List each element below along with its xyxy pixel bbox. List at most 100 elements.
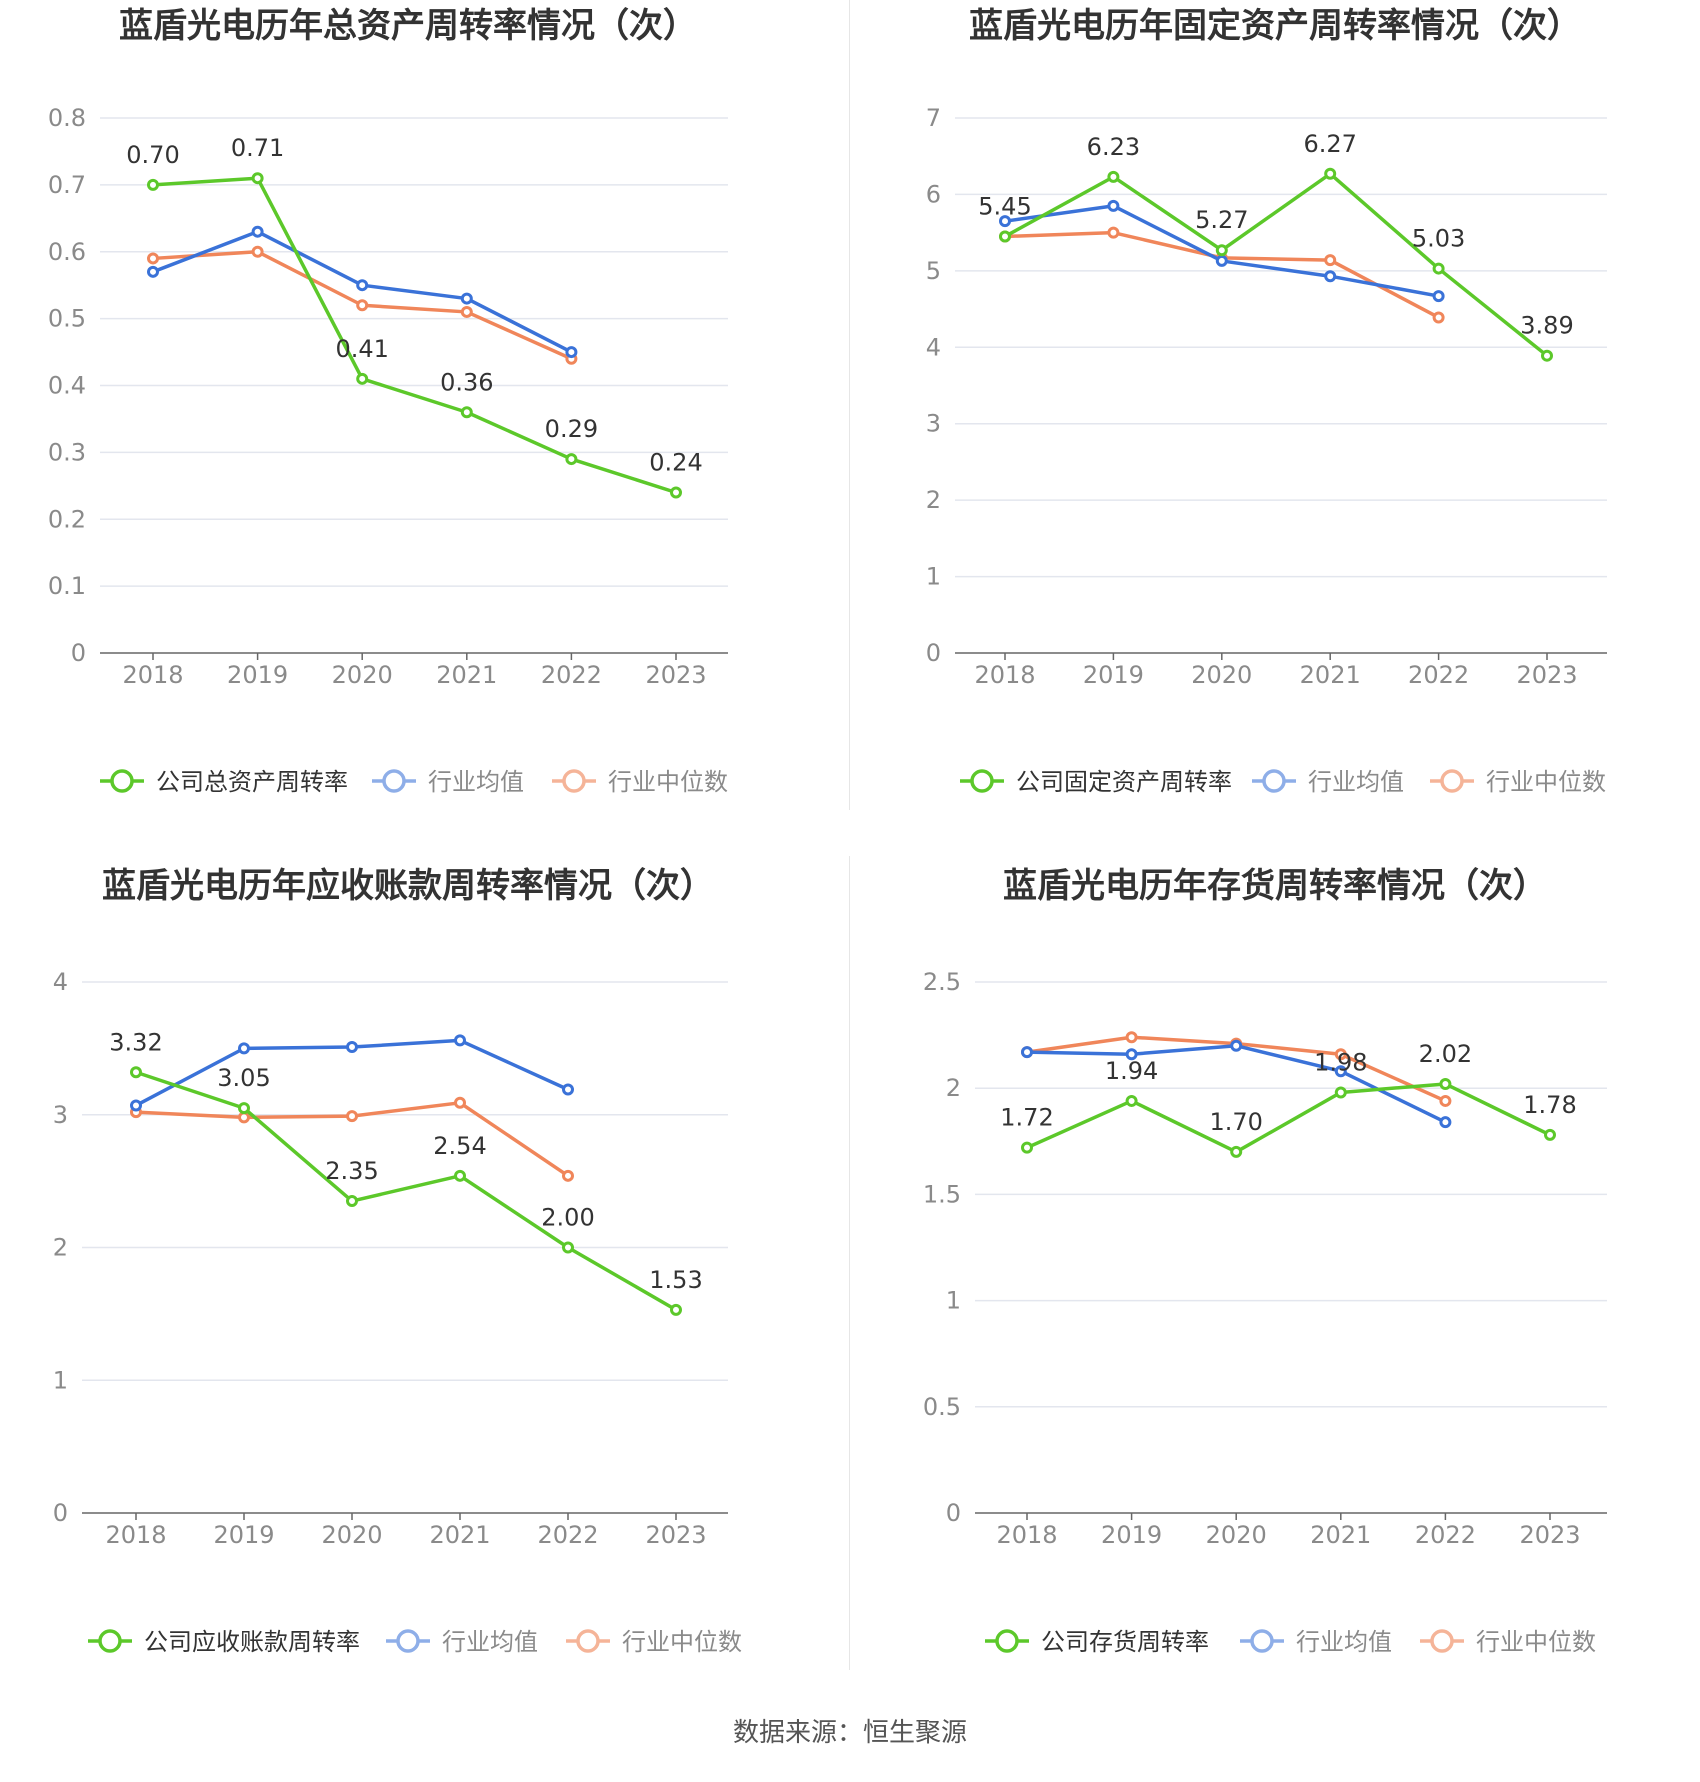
data-label: 1.70 xyxy=(1209,1108,1262,1136)
data-point xyxy=(1439,1094,1452,1107)
data-point xyxy=(130,1099,142,1112)
data-label: 5.03 xyxy=(1412,225,1465,253)
x-tick-label: 2022 xyxy=(537,1521,598,1549)
divider-top xyxy=(849,0,850,810)
chart-panel-receivables-turnover: 蓝盾光电历年应收账款周转率情况（次） 0 1 2 3 4 2018 2019 2020 2021 2… xyxy=(0,860,850,1720)
legend-label: 行业均值 xyxy=(428,768,524,796)
x-tick-label: 2019 xyxy=(1101,1521,1162,1549)
legend-marker xyxy=(970,769,994,793)
y-tick-label: 0.8 xyxy=(48,104,86,132)
data-point xyxy=(1107,199,1120,212)
legend-marker xyxy=(562,769,586,793)
data-label: 0.41 xyxy=(335,335,388,363)
chart-svg: 蓝盾光电历年应收账款周转率情况（次） 0 1 2 3 4 2018 2019 2020 2021 2… xyxy=(53,866,742,1656)
legend-label: 行业均值 xyxy=(1308,768,1404,796)
x-tick-label: 2021 xyxy=(1300,661,1361,689)
data-point xyxy=(1324,167,1337,180)
legend-label: 行业均值 xyxy=(1296,1628,1392,1656)
data-point xyxy=(1324,270,1337,283)
chart-panel-inventory-turnover: 蓝盾光电历年存货周转率情况（次） 0 0.5 1 1.5 2 2.5 2018 2019 2020… xyxy=(850,860,1700,1720)
legend-label: 行业中位数 xyxy=(622,1628,742,1656)
data-label: 2.54 xyxy=(433,1132,486,1160)
data-point xyxy=(346,1195,358,1208)
chart-title: 蓝盾光电历年固定资产周转率情况（次） xyxy=(969,6,1581,46)
data-point xyxy=(356,299,369,312)
x-tick-label: 2021 xyxy=(436,661,497,689)
legend-label: 行业均值 xyxy=(442,1628,538,1656)
data-point xyxy=(1230,1145,1243,1158)
legend-marker xyxy=(1250,1629,1274,1653)
legend-marker xyxy=(110,769,134,793)
data-point xyxy=(1432,290,1445,303)
data-point xyxy=(565,346,578,359)
data-label: 0.29 xyxy=(545,415,598,443)
data-point xyxy=(1439,1116,1452,1129)
data-label: 1.98 xyxy=(1314,1048,1367,1076)
data-point xyxy=(999,230,1011,243)
data-point xyxy=(460,406,473,419)
y-tick-label: 3 xyxy=(926,410,941,438)
data-label: 2.00 xyxy=(541,1204,594,1232)
x-tick-label: 2023 xyxy=(1519,1521,1580,1549)
legend-marker xyxy=(576,1629,600,1653)
y-tick-label: 1.5 xyxy=(923,1180,961,1208)
chart-svg: 蓝盾光电历年总资产周转率情况（次）00.10.20.30.40.50.60.70… xyxy=(48,6,728,796)
series-line xyxy=(135,1070,677,1312)
legend-label: 行业中位数 xyxy=(1476,1628,1596,1656)
x-tick-label: 2022 xyxy=(1415,1521,1476,1549)
data-point xyxy=(1541,349,1553,362)
y-tick-label: 4 xyxy=(926,333,941,361)
y-tick-label: 1 xyxy=(53,1366,68,1394)
data-point xyxy=(1125,1031,1138,1044)
data-label: 5.45 xyxy=(978,192,1031,220)
chart-panel-fixed-asset-turnover: 蓝盾光电历年固定资产周转率情况（次） 0 1 2 3 4 5 6 7 2018 2019 2020 20… xyxy=(850,0,1700,860)
legend-label: 公司总资产周转率 xyxy=(156,768,348,796)
x-tick-label: 2019 xyxy=(227,661,288,689)
data-label: 3.05 xyxy=(217,1064,270,1092)
data-point xyxy=(1230,1039,1243,1052)
data-source-note: 数据来源：恒生聚源 xyxy=(732,1718,967,1748)
legend-marker xyxy=(1262,769,1286,793)
data-point xyxy=(1334,1086,1347,1099)
data-point xyxy=(1021,1141,1033,1154)
x-tick-label: 2018 xyxy=(996,1521,1057,1549)
x-tick-label: 2020 xyxy=(1206,1521,1267,1549)
data-label: 2.35 xyxy=(325,1157,378,1185)
legend-label: 行业中位数 xyxy=(1486,768,1606,796)
chart-svg: 蓝盾光电历年存货周转率情况（次） 0 0.5 1 1.5 2 2.5 2018 2019 2020… xyxy=(923,866,1607,1656)
legend-marker xyxy=(1440,769,1464,793)
data-point xyxy=(670,486,682,499)
legend-marker xyxy=(995,1629,1019,1653)
data-label: 6.23 xyxy=(1087,133,1140,161)
data-point xyxy=(1107,170,1120,183)
legend-marker xyxy=(382,769,406,793)
data-label: 1.72 xyxy=(1000,1104,1053,1132)
data-point xyxy=(454,1096,466,1109)
y-tick-label: 1 xyxy=(926,563,941,591)
chart-panel-total-asset-turnover: 蓝盾光电历年总资产周转率情况（次） 0 0.1 0.2 0.3 0.4 0.5 0.6 0.7 0… xyxy=(0,0,850,860)
chart-title: 蓝盾光电历年应收账款周转率情况（次） xyxy=(102,866,714,906)
data-point xyxy=(251,225,264,238)
x-tick-label: 2021 xyxy=(1310,1521,1371,1549)
y-tick-label: 0.1 xyxy=(48,572,86,600)
y-tick-label: 0.2 xyxy=(48,505,86,533)
data-point xyxy=(670,1303,682,1316)
legend-marker xyxy=(396,1629,420,1653)
data-point xyxy=(1215,254,1228,267)
data-point xyxy=(1021,1046,1033,1059)
data-label: 1.53 xyxy=(649,1266,702,1294)
data-point xyxy=(251,245,264,258)
x-tick-label: 2020 xyxy=(321,1521,382,1549)
data-point xyxy=(1125,1048,1138,1061)
data-point xyxy=(562,1169,574,1182)
x-tick-label: 2018 xyxy=(122,661,183,689)
chart-title: 蓝盾光电历年存货周转率情况（次） xyxy=(1003,866,1547,906)
data-point xyxy=(1324,254,1337,267)
y-tick-label: 3 xyxy=(53,1101,68,1129)
data-point xyxy=(251,172,264,185)
data-label: 0.70 xyxy=(126,141,179,169)
data-label: 3.89 xyxy=(1520,312,1573,340)
y-tick-label: 0 xyxy=(926,639,941,667)
data-point xyxy=(562,1241,574,1254)
data-label: 1.94 xyxy=(1105,1057,1158,1085)
